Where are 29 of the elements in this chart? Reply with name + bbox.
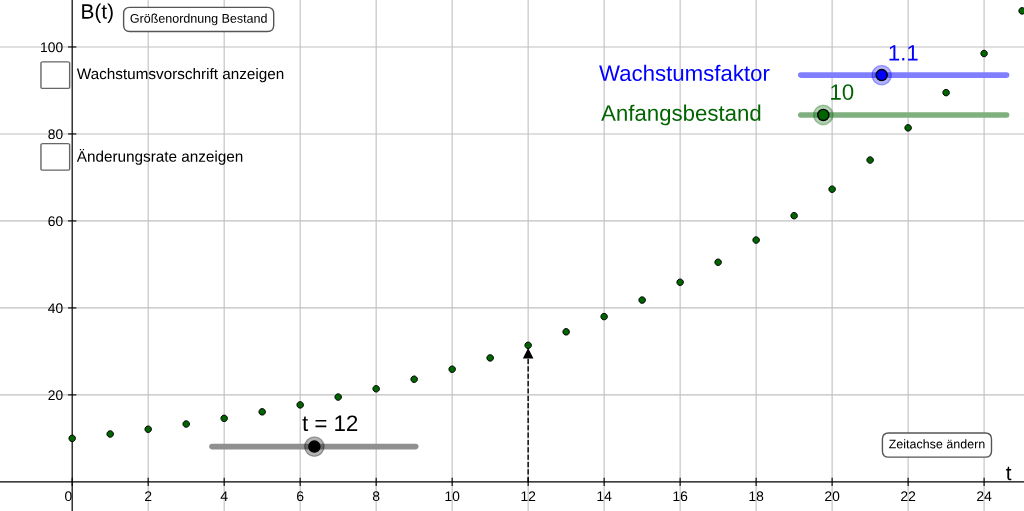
x-tick-label: 22 bbox=[901, 491, 916, 501]
annotation: Zeitachse ändern bbox=[889, 439, 985, 449]
x-tick-label: 12 bbox=[521, 491, 536, 501]
y-tick-label: 40 bbox=[48, 303, 63, 314]
x-tick-label: 18 bbox=[749, 491, 764, 502]
y-tick-label: 100 bbox=[41, 42, 63, 53]
x-tick-label: 16 bbox=[673, 491, 688, 502]
y-tick-label: 20 bbox=[48, 390, 63, 401]
x-tick-label: 20 bbox=[825, 491, 840, 502]
x-axis-title: t bbox=[1006, 466, 1012, 481]
x-tick-label: 6 bbox=[297, 491, 304, 502]
x-tick-label: 14 bbox=[597, 491, 612, 501]
y-axis-title: B(t) bbox=[82, 3, 113, 23]
annotation: 10 bbox=[831, 84, 854, 100]
x-tick-label: 4 bbox=[220, 491, 228, 501]
annotation: Anfangsbestand bbox=[601, 104, 761, 126]
x-tick-label: 2 bbox=[145, 491, 152, 501]
x-tick-label: 10 bbox=[445, 491, 460, 502]
y-tick-label: 80 bbox=[48, 129, 63, 140]
annotation: t = 12 bbox=[302, 415, 358, 432]
annotation: Größenordnung Bestand bbox=[130, 13, 267, 26]
y-tick-label: 60 bbox=[48, 216, 63, 227]
annotation: 1.1 bbox=[889, 45, 918, 61]
annotation: Wachstumsvorschrift anzeigen bbox=[76, 68, 284, 83]
x-tick-label: 24 bbox=[977, 491, 992, 501]
x-tick-label: 8 bbox=[372, 491, 380, 502]
annotation: Wachstumsfaktor bbox=[599, 64, 770, 82]
annotation: Änderungsrate anzeigen bbox=[76, 148, 243, 165]
x-tick-label: 0 bbox=[65, 491, 72, 502]
